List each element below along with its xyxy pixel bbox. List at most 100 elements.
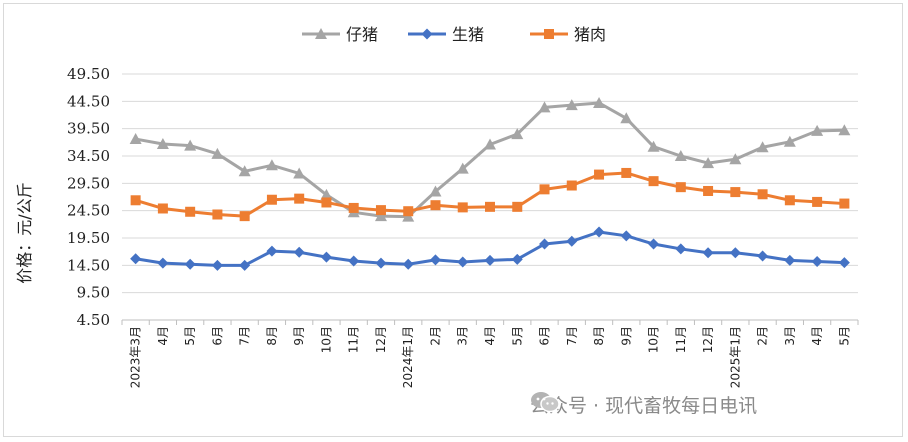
data-point-diamond: [402, 258, 414, 270]
x-tick-label: 4月: [483, 326, 497, 346]
data-point-triangle: [265, 159, 278, 171]
data-point-triangle: [783, 135, 796, 147]
y-axis-title: 价格：元/公斤: [15, 182, 34, 283]
x-tick-label: 10月: [647, 326, 661, 353]
data-point-diamond: [648, 238, 660, 250]
data-point-diamond: [457, 256, 469, 268]
data-point-triangle: [538, 101, 551, 113]
data-point-square: [130, 195, 141, 206]
data-point-triangle: [565, 99, 578, 111]
x-tick-label: 2月: [428, 326, 442, 346]
data-point-diamond: [375, 257, 387, 269]
data-point-diamond: [784, 254, 796, 266]
data-point-diamond: [511, 253, 523, 265]
data-point-square: [403, 206, 414, 217]
data-point-diamond: [729, 247, 741, 259]
x-tick-label: 4月: [810, 326, 824, 346]
data-point-triangle: [729, 153, 742, 165]
data-point-square: [266, 194, 277, 205]
data-point-diamond: [593, 226, 605, 238]
x-tick-label: 8月: [592, 326, 606, 346]
data-point-square: [375, 205, 386, 216]
data-point-square: [157, 203, 168, 214]
x-tick-label: 11月: [674, 326, 688, 353]
data-point-square: [594, 169, 605, 180]
data-point-square: [621, 167, 632, 178]
x-tick-label: 2025年1月: [728, 326, 742, 388]
data-point-diamond: [320, 251, 332, 263]
x-tick-label: 5月: [183, 326, 197, 346]
data-point-square: [648, 176, 659, 187]
data-point-triangle: [238, 165, 251, 177]
data-point-square: [457, 202, 468, 213]
legend-label: 仔猪: [346, 25, 378, 44]
data-point-square: [757, 189, 768, 200]
legend-label: 猪肉: [574, 25, 606, 44]
data-point-square: [566, 180, 577, 191]
x-tick-label: 6月: [538, 326, 552, 346]
data-point-square: [839, 198, 850, 209]
data-point-diamond: [239, 259, 251, 271]
legend-marker-diamond: [421, 28, 433, 40]
data-point-triangle: [129, 133, 142, 145]
data-point-triangle: [838, 124, 851, 136]
data-point-triangle: [593, 96, 606, 108]
data-point-square: [321, 197, 332, 208]
x-tick-label: 7月: [565, 326, 579, 346]
x-tick-label: 10月: [319, 326, 333, 353]
data-point-triangle: [156, 137, 169, 149]
x-tick-label: 8月: [265, 326, 279, 346]
data-point-diamond: [566, 235, 578, 247]
x-tick-label: 11月: [347, 326, 361, 353]
y-tick-label: 24.50: [67, 202, 110, 220]
legend-label: 生猪: [452, 25, 484, 44]
data-point-diamond: [811, 256, 823, 268]
wechat-icon: [531, 392, 560, 413]
x-tick-label: 9月: [292, 326, 306, 346]
y-tick-label: 44.50: [67, 92, 110, 110]
data-point-diamond: [620, 230, 632, 242]
data-point-triangle: [756, 141, 769, 153]
data-point-triangle: [211, 147, 224, 159]
data-point-triangle: [293, 167, 306, 179]
data-point-diamond: [266, 245, 278, 257]
y-tick-label: 9.50: [77, 284, 110, 302]
data-point-square: [212, 209, 223, 220]
data-point-diamond: [702, 247, 714, 259]
x-tick-label: 5月: [510, 326, 524, 346]
y-tick-label: 19.50: [67, 229, 110, 247]
y-tick-label: 34.50: [67, 147, 110, 165]
x-tick-label: 3月: [456, 326, 470, 346]
data-point-diamond: [539, 238, 551, 250]
data-point-square: [185, 206, 196, 217]
x-tick-label: 7月: [238, 326, 252, 346]
y-tick-label: 39.50: [67, 120, 110, 138]
legend-marker-triangle: [315, 28, 327, 39]
data-point-diamond: [184, 258, 196, 270]
data-point-triangle: [184, 139, 197, 151]
y-tick-label: 14.50: [67, 256, 110, 274]
data-point-diamond: [484, 254, 496, 266]
data-point-diamond: [157, 257, 169, 269]
data-point-diamond: [838, 257, 850, 269]
data-point-triangle: [429, 185, 442, 197]
x-tick-label: 9月: [619, 326, 633, 346]
data-point-diamond: [348, 255, 360, 267]
data-point-diamond: [211, 259, 223, 271]
x-tick-label: 12月: [374, 326, 388, 353]
y-tick-label: 29.50: [67, 174, 110, 192]
chart-frame: [3, 3, 903, 437]
x-tick-label: 2月: [756, 326, 770, 346]
x-tick-label: 5月: [837, 326, 851, 346]
data-point-square: [430, 200, 441, 211]
data-point-square: [294, 193, 305, 204]
x-tick-label: 2024年1月: [401, 326, 415, 388]
data-point-square: [703, 185, 714, 196]
data-point-square: [812, 196, 823, 207]
data-point-diamond: [675, 243, 687, 255]
x-tick-label: 2023年3月: [129, 326, 143, 388]
x-tick-label: 4月: [156, 326, 170, 346]
y-tick-label: 49.50: [67, 65, 110, 83]
data-point-triangle: [511, 128, 524, 140]
data-point-triangle: [320, 188, 333, 200]
